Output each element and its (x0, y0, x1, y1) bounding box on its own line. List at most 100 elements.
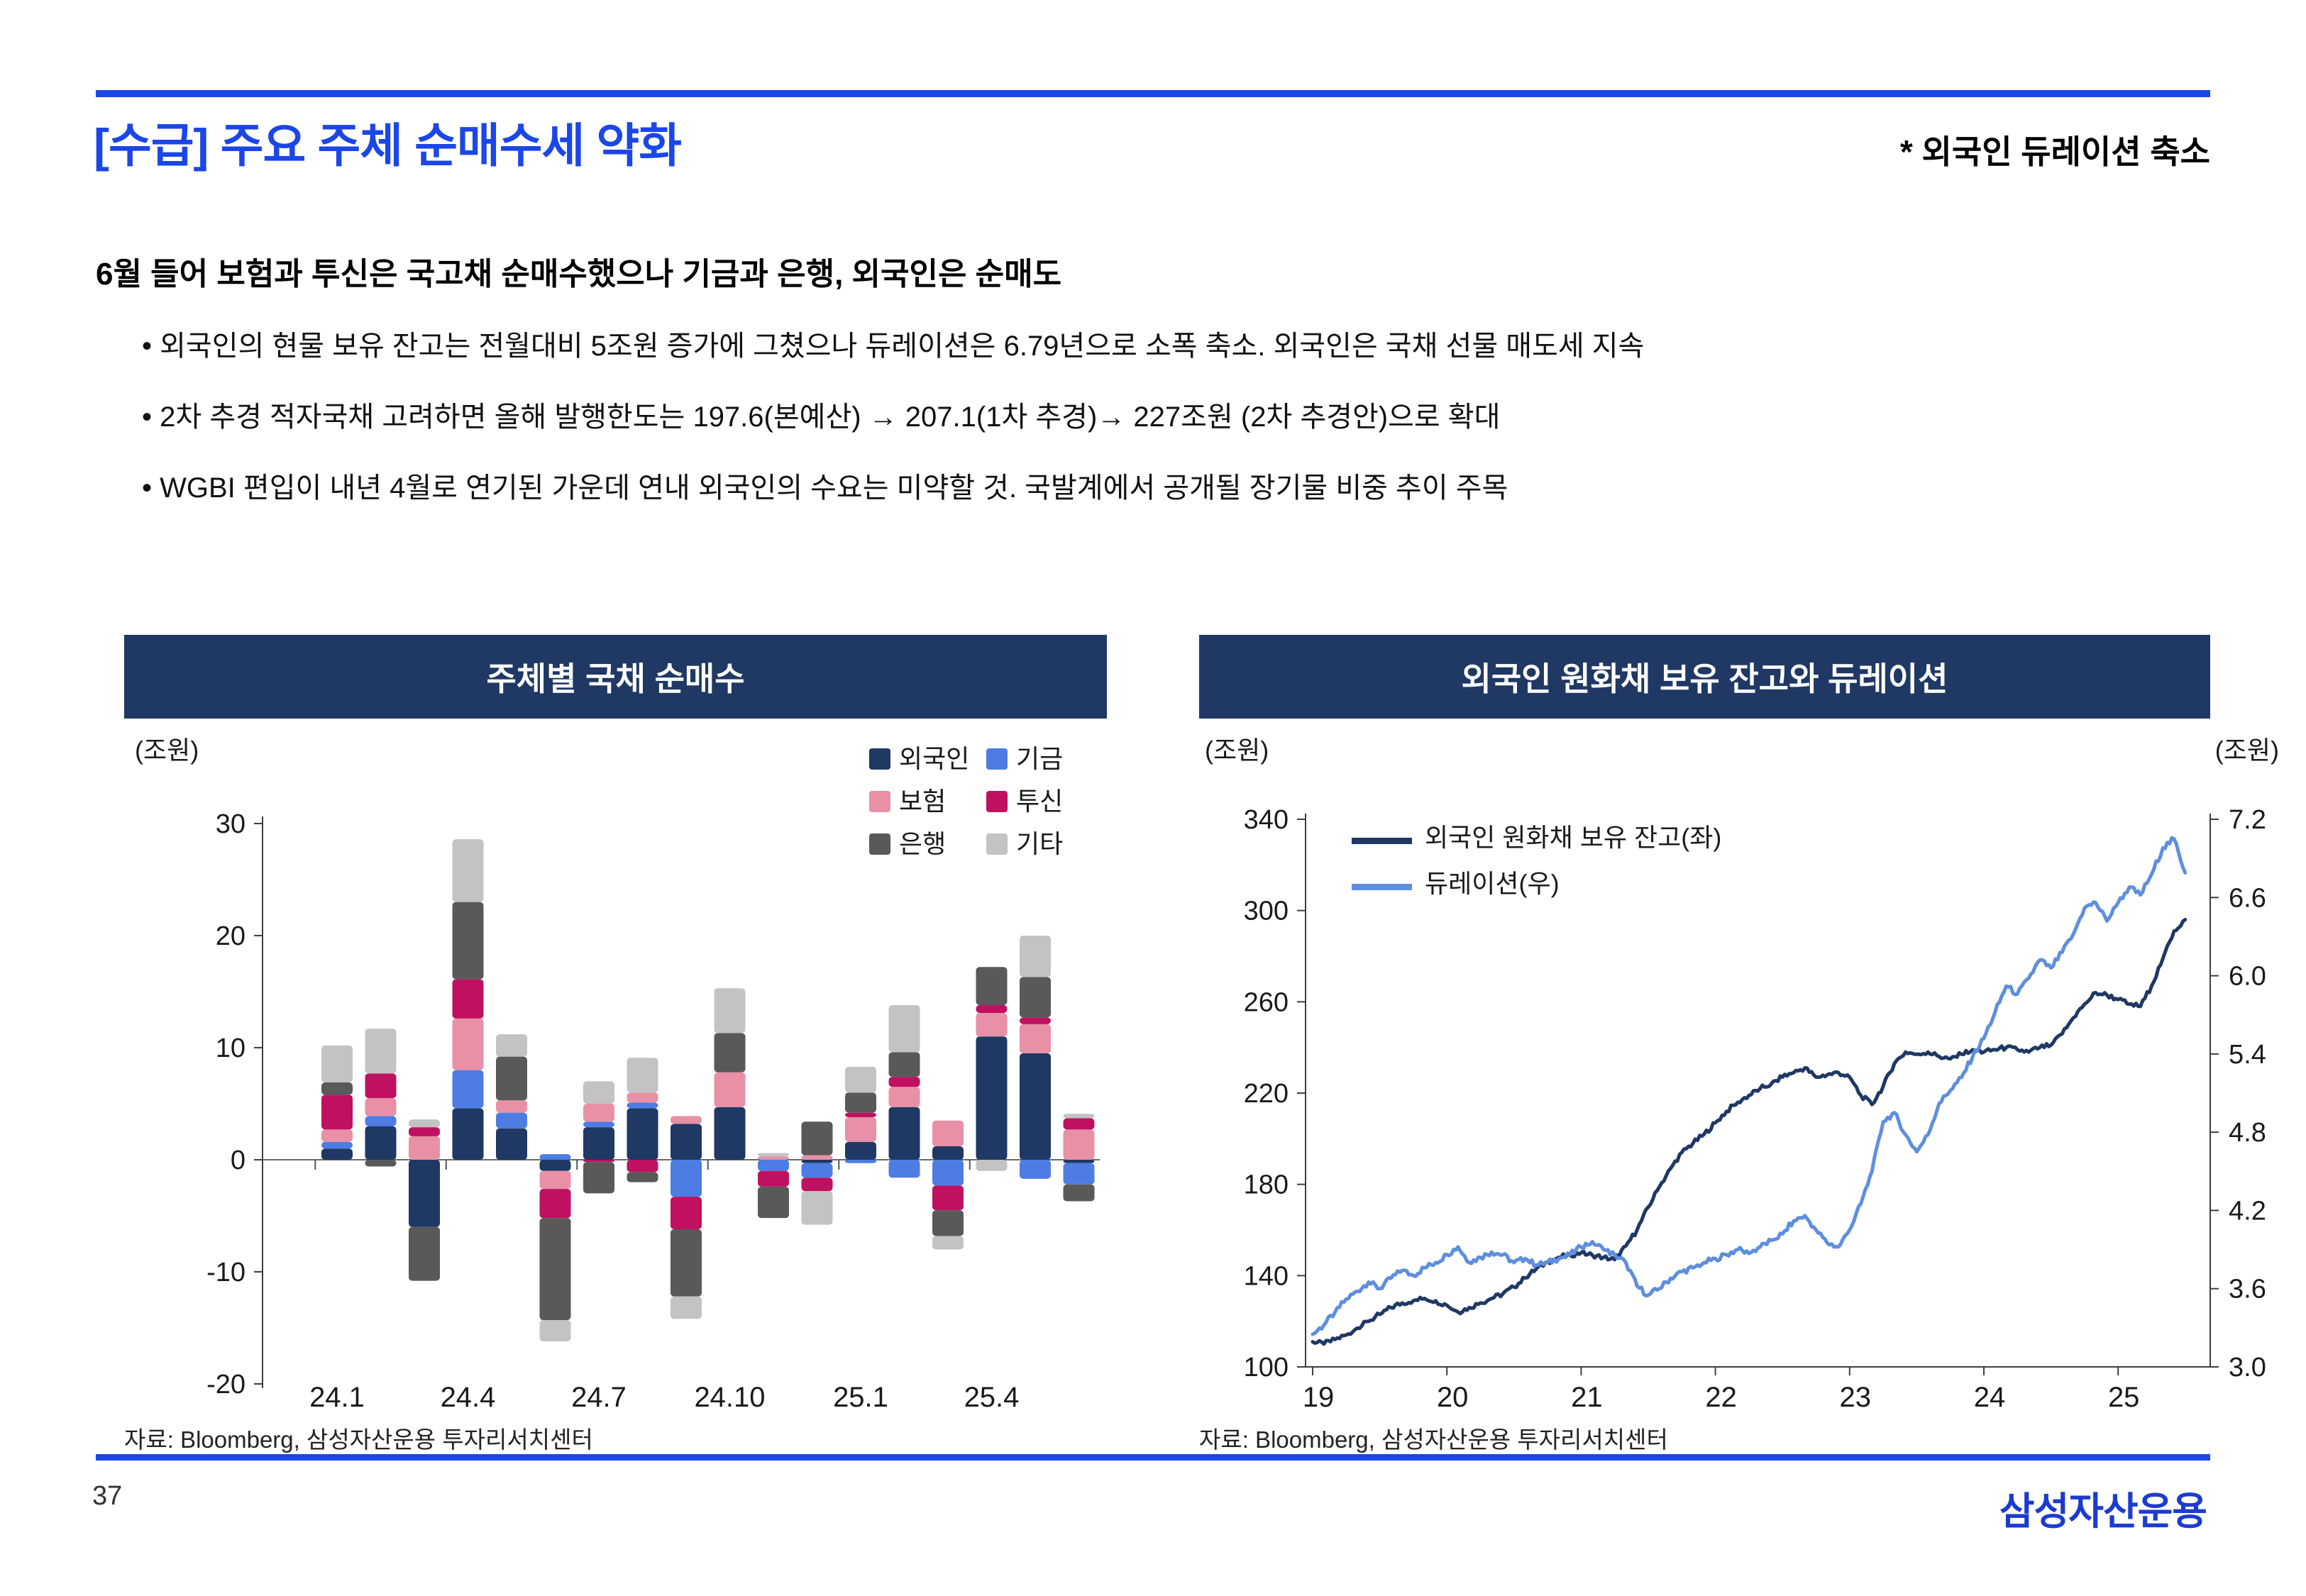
bar-segment-24.3-외국인 (409, 1160, 440, 1227)
legend-label-은행: 은행 (899, 829, 946, 858)
right-chart-left-unit-label: (조원) (1205, 736, 1269, 765)
x-axis-tick-label: 19 (1303, 1382, 1335, 1413)
bar-segment-25.3-보험 (932, 1120, 964, 1147)
x-axis-tick-label: 24.7 (571, 1382, 627, 1413)
bar-segment-24.12-기금 (801, 1163, 833, 1178)
left-axis-tick-label: 180 (1244, 1170, 1289, 1200)
x-axis-tick-label: 22 (1705, 1382, 1737, 1413)
bar-segment-24.7-외국인 (583, 1127, 614, 1160)
left-chart-title: 주체별 국채 순매수 (124, 635, 1107, 719)
bar-segment-24.1-기타 (321, 1045, 353, 1082)
title-annotation: * 외국인 듀레이션 축소 (1899, 133, 2210, 170)
bar-segment-25.4-보험 (976, 1013, 1008, 1037)
bar-segment-24.7-기타 (583, 1081, 614, 1104)
legend-label-1: 듀레이션(우) (1425, 869, 1560, 898)
bar-segment-25.4-기타 (976, 1160, 1008, 1171)
bar-segment-24.9-외국인 (671, 1124, 702, 1160)
bar-segment-25.2-투신 (888, 1077, 920, 1087)
bar-segment-25.2-보험 (888, 1087, 920, 1107)
bar-segment-24.9-기금 (671, 1160, 702, 1197)
bar-segment-25.3-기금 (932, 1160, 964, 1186)
left-axis-tick-label: 140 (1244, 1261, 1289, 1291)
bar-segment-24.1-은행 (321, 1082, 353, 1095)
bar-segment-24.7-투신 (583, 1160, 614, 1163)
bar-segment-24.7-은행 (583, 1162, 614, 1194)
legend-swatch-은행 (869, 833, 890, 855)
left-axis-tick-label: 340 (1244, 805, 1289, 835)
bar-segment-24.3-보험 (409, 1136, 440, 1160)
bar-segment-25.6-외국인 (1063, 1160, 1095, 1163)
bar-segment-24.12-보험 (801, 1155, 833, 1160)
bar-segment-24.4-기타 (452, 839, 484, 902)
bar-segment-25.6-기타 (1063, 1114, 1095, 1119)
bar-segment-24.2-은행 (365, 1160, 397, 1167)
x-axis-tick-label: 24.10 (694, 1382, 765, 1413)
legend-swatch-1 (1352, 884, 1412, 890)
bar-segment-25.3-기타 (932, 1236, 964, 1250)
bar-segment-25.1-보험 (845, 1116, 876, 1142)
bar-segment-24.11-투신 (758, 1170, 789, 1187)
bar-segment-24.1-투신 (321, 1095, 353, 1130)
bar-segment-24.6-보험 (539, 1170, 571, 1190)
legend-swatch-보험 (869, 791, 890, 812)
x-axis-tick-label: 20 (1437, 1382, 1469, 1413)
duration-line (1311, 836, 2188, 1336)
bar-segment-24.7-기금 (583, 1121, 614, 1128)
legend-swatch-0 (1352, 838, 1412, 844)
right-axis-tick-label: 7.2 (2229, 805, 2266, 835)
bar-segment-24.1-보험 (321, 1129, 353, 1142)
bar-segment-25.5-기타 (1020, 936, 1051, 977)
bar-segment-25.6-투신 (1063, 1118, 1095, 1130)
bar-segment-24.7-보험 (583, 1104, 614, 1122)
x-axis-tick-label: 21 (1571, 1382, 1603, 1413)
y-axis-tick-label: 20 (216, 921, 246, 951)
bar-segment-24.3-투신 (409, 1127, 440, 1136)
left-axis-unit-label: (조원) (135, 736, 199, 765)
bar-segment-25.5-은행 (1020, 977, 1051, 1018)
bar-segment-24.10-기타 (714, 988, 746, 1033)
left-axis-tick-label: 220 (1244, 1079, 1289, 1109)
y-axis-tick-label: -10 (206, 1258, 246, 1287)
legend-label-기타: 기타 (1016, 829, 1063, 858)
bar-segment-24.10-은행 (714, 1033, 746, 1073)
bar-segment-24.11-기타 (758, 1153, 789, 1157)
bar-segment-25.4-투신 (976, 1004, 1008, 1014)
bar-segment-25.2-외국인 (888, 1107, 920, 1160)
bar-segment-24.8-외국인 (627, 1108, 658, 1160)
top-rule (96, 90, 2210, 97)
right-axis-tick-label: 6.6 (2229, 883, 2266, 913)
bar-segment-24.4-외국인 (452, 1108, 484, 1160)
bottom-rule (96, 1454, 2210, 1461)
right-axis-tick-label: 4.2 (2229, 1196, 2266, 1226)
page-title: [수급] 주요 주체 순매수세 약화 (94, 119, 682, 172)
bar-segment-24.2-기금 (365, 1116, 397, 1126)
bar-segment-24.5-기타 (496, 1034, 527, 1057)
x-axis-tick-label: 24 (1974, 1382, 2006, 1413)
legend-swatch-외국인 (869, 748, 890, 770)
bar-segment-25.2-기타 (888, 1004, 920, 1053)
bar-segment-25.4-은행 (976, 967, 1008, 1005)
x-axis-tick-label: 23 (1840, 1382, 1872, 1413)
bar-segment-24.12-은행 (801, 1121, 833, 1156)
bar-segment-25.2-기금 (888, 1160, 920, 1178)
bar-segment-24.8-보험 (627, 1092, 658, 1103)
right-chart-source: 자료: Bloomberg, 삼성자산운용 투자리서치센터 (1199, 1426, 1668, 1453)
holdings-line (1311, 918, 2188, 1346)
bar-segment-24.12-기타 (801, 1191, 833, 1225)
bar-segment-24.11-기금 (758, 1160, 789, 1171)
left-axis-tick-label: 300 (1244, 897, 1289, 926)
bar-segment-24.11-은행 (758, 1186, 789, 1219)
left-axis-tick-label: 100 (1244, 1353, 1289, 1382)
y-axis-tick-label: 0 (231, 1146, 246, 1175)
bar-segment-24.5-은행 (496, 1056, 527, 1101)
bar-segment-25.3-은행 (932, 1210, 964, 1236)
right-axis-tick-label: 4.8 (2229, 1118, 2266, 1148)
right-chart-title: 외국인 원화채 보유 잔고와 듀레이션 (1199, 635, 2210, 719)
bar-segment-25.6-은행 (1063, 1184, 1095, 1202)
y-axis-tick-label: 30 (216, 809, 246, 839)
bar-segment-24.2-보험 (365, 1098, 397, 1116)
bar-segment-24.6-외국인 (539, 1160, 571, 1171)
bar-segment-24.1-외국인 (321, 1148, 353, 1160)
bar-segment-25.3-외국인 (932, 1146, 964, 1160)
